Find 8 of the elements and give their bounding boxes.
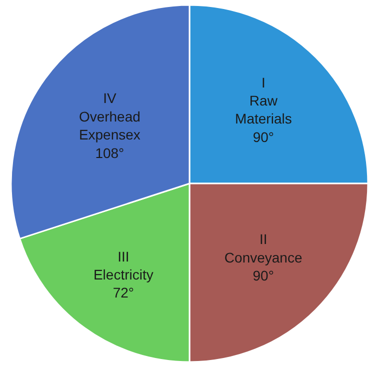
slice-label: IV Overhead Expensex bbox=[78, 90, 140, 143]
data-label: 72° bbox=[112, 284, 134, 301]
slice-label: I Raw Materials bbox=[235, 74, 292, 127]
slice-label: II Conveyance bbox=[224, 231, 302, 266]
slice-label: III Electricity bbox=[93, 248, 154, 282]
data-label: 90° bbox=[252, 268, 274, 284]
data-label: 90° bbox=[252, 128, 274, 145]
data-label: 108° bbox=[95, 144, 124, 161]
